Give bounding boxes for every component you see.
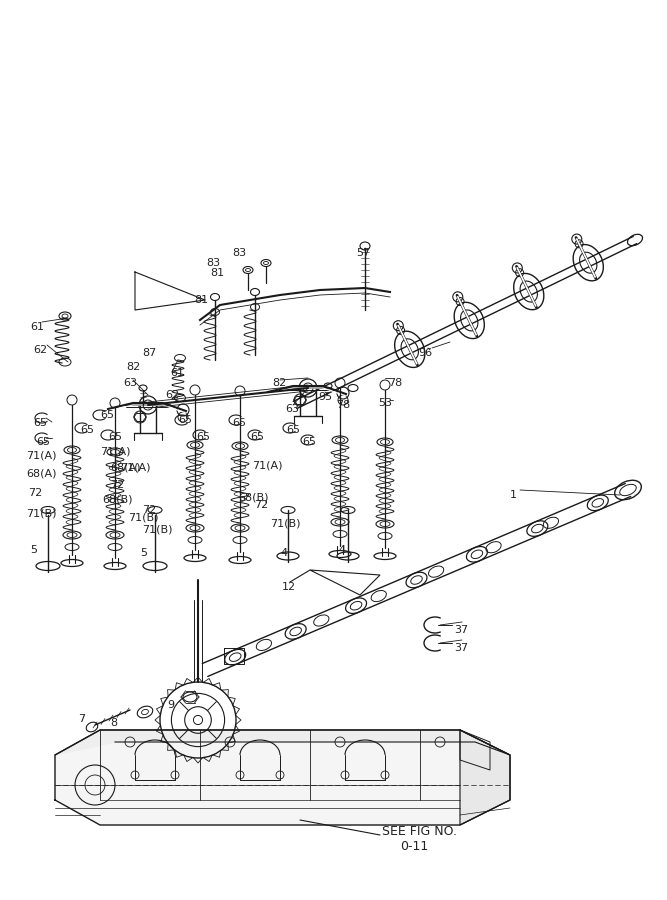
- Text: 8: 8: [110, 718, 117, 728]
- Text: 61: 61: [30, 322, 44, 332]
- Text: 68(A): 68(A): [26, 468, 57, 478]
- Text: 71(A): 71(A): [26, 450, 57, 460]
- Text: 65: 65: [232, 418, 246, 428]
- Text: 71(B): 71(B): [128, 512, 159, 522]
- Text: 72: 72: [142, 505, 156, 515]
- Text: 95: 95: [318, 392, 332, 402]
- Text: 62: 62: [165, 390, 179, 400]
- Text: 71(A): 71(A): [100, 447, 131, 457]
- Text: 65: 65: [36, 437, 50, 447]
- Polygon shape: [460, 730, 510, 825]
- Text: 83: 83: [232, 248, 246, 258]
- Text: 82: 82: [126, 362, 140, 372]
- Text: 53: 53: [378, 398, 392, 408]
- Text: 9: 9: [167, 700, 174, 710]
- Text: 83: 83: [206, 258, 220, 268]
- Text: 68(A): 68(A): [110, 462, 141, 472]
- Text: 71(A): 71(A): [120, 462, 151, 472]
- Text: 71(A): 71(A): [252, 460, 283, 470]
- Text: 78: 78: [336, 400, 350, 410]
- Polygon shape: [55, 730, 510, 825]
- Text: 1: 1: [510, 490, 517, 500]
- Text: 65: 65: [286, 425, 300, 435]
- Text: 71(B): 71(B): [270, 518, 301, 528]
- Polygon shape: [55, 730, 510, 755]
- Text: 65: 65: [100, 410, 114, 420]
- Text: 65: 65: [33, 418, 47, 428]
- Text: 72: 72: [110, 480, 124, 490]
- Text: 65: 65: [302, 437, 316, 447]
- Text: 96: 96: [418, 348, 432, 358]
- Text: 57: 57: [356, 248, 370, 258]
- Text: 4: 4: [338, 545, 345, 555]
- Text: 68(B): 68(B): [238, 492, 269, 502]
- Text: 63: 63: [285, 404, 299, 414]
- Text: 71(B): 71(B): [26, 508, 57, 518]
- Text: 81: 81: [194, 295, 208, 305]
- Text: 7: 7: [78, 714, 85, 724]
- Text: 62: 62: [33, 345, 47, 355]
- Text: 72: 72: [254, 500, 268, 510]
- Text: 63: 63: [123, 378, 137, 388]
- Text: 65: 65: [108, 432, 122, 442]
- Text: 37: 37: [454, 625, 468, 635]
- Text: 65: 65: [250, 432, 264, 442]
- Text: SEE FIG NO.: SEE FIG NO.: [382, 825, 457, 838]
- Text: 4: 4: [280, 548, 287, 558]
- Text: 61: 61: [170, 368, 184, 378]
- Text: 5: 5: [30, 545, 37, 555]
- Text: 68(B): 68(B): [102, 495, 133, 505]
- Text: 65: 65: [80, 425, 94, 435]
- Text: 12: 12: [282, 582, 296, 592]
- Text: 87: 87: [142, 348, 156, 358]
- Text: 72: 72: [28, 488, 42, 498]
- Text: 37: 37: [454, 643, 468, 653]
- Text: 65: 65: [178, 415, 192, 425]
- Text: 5: 5: [140, 548, 147, 558]
- Text: 78: 78: [388, 378, 402, 388]
- Text: 81: 81: [210, 268, 224, 278]
- Text: 0-11: 0-11: [400, 840, 428, 853]
- Text: 82: 82: [272, 378, 286, 388]
- Text: 65: 65: [196, 432, 210, 442]
- Text: 71(B): 71(B): [142, 525, 173, 535]
